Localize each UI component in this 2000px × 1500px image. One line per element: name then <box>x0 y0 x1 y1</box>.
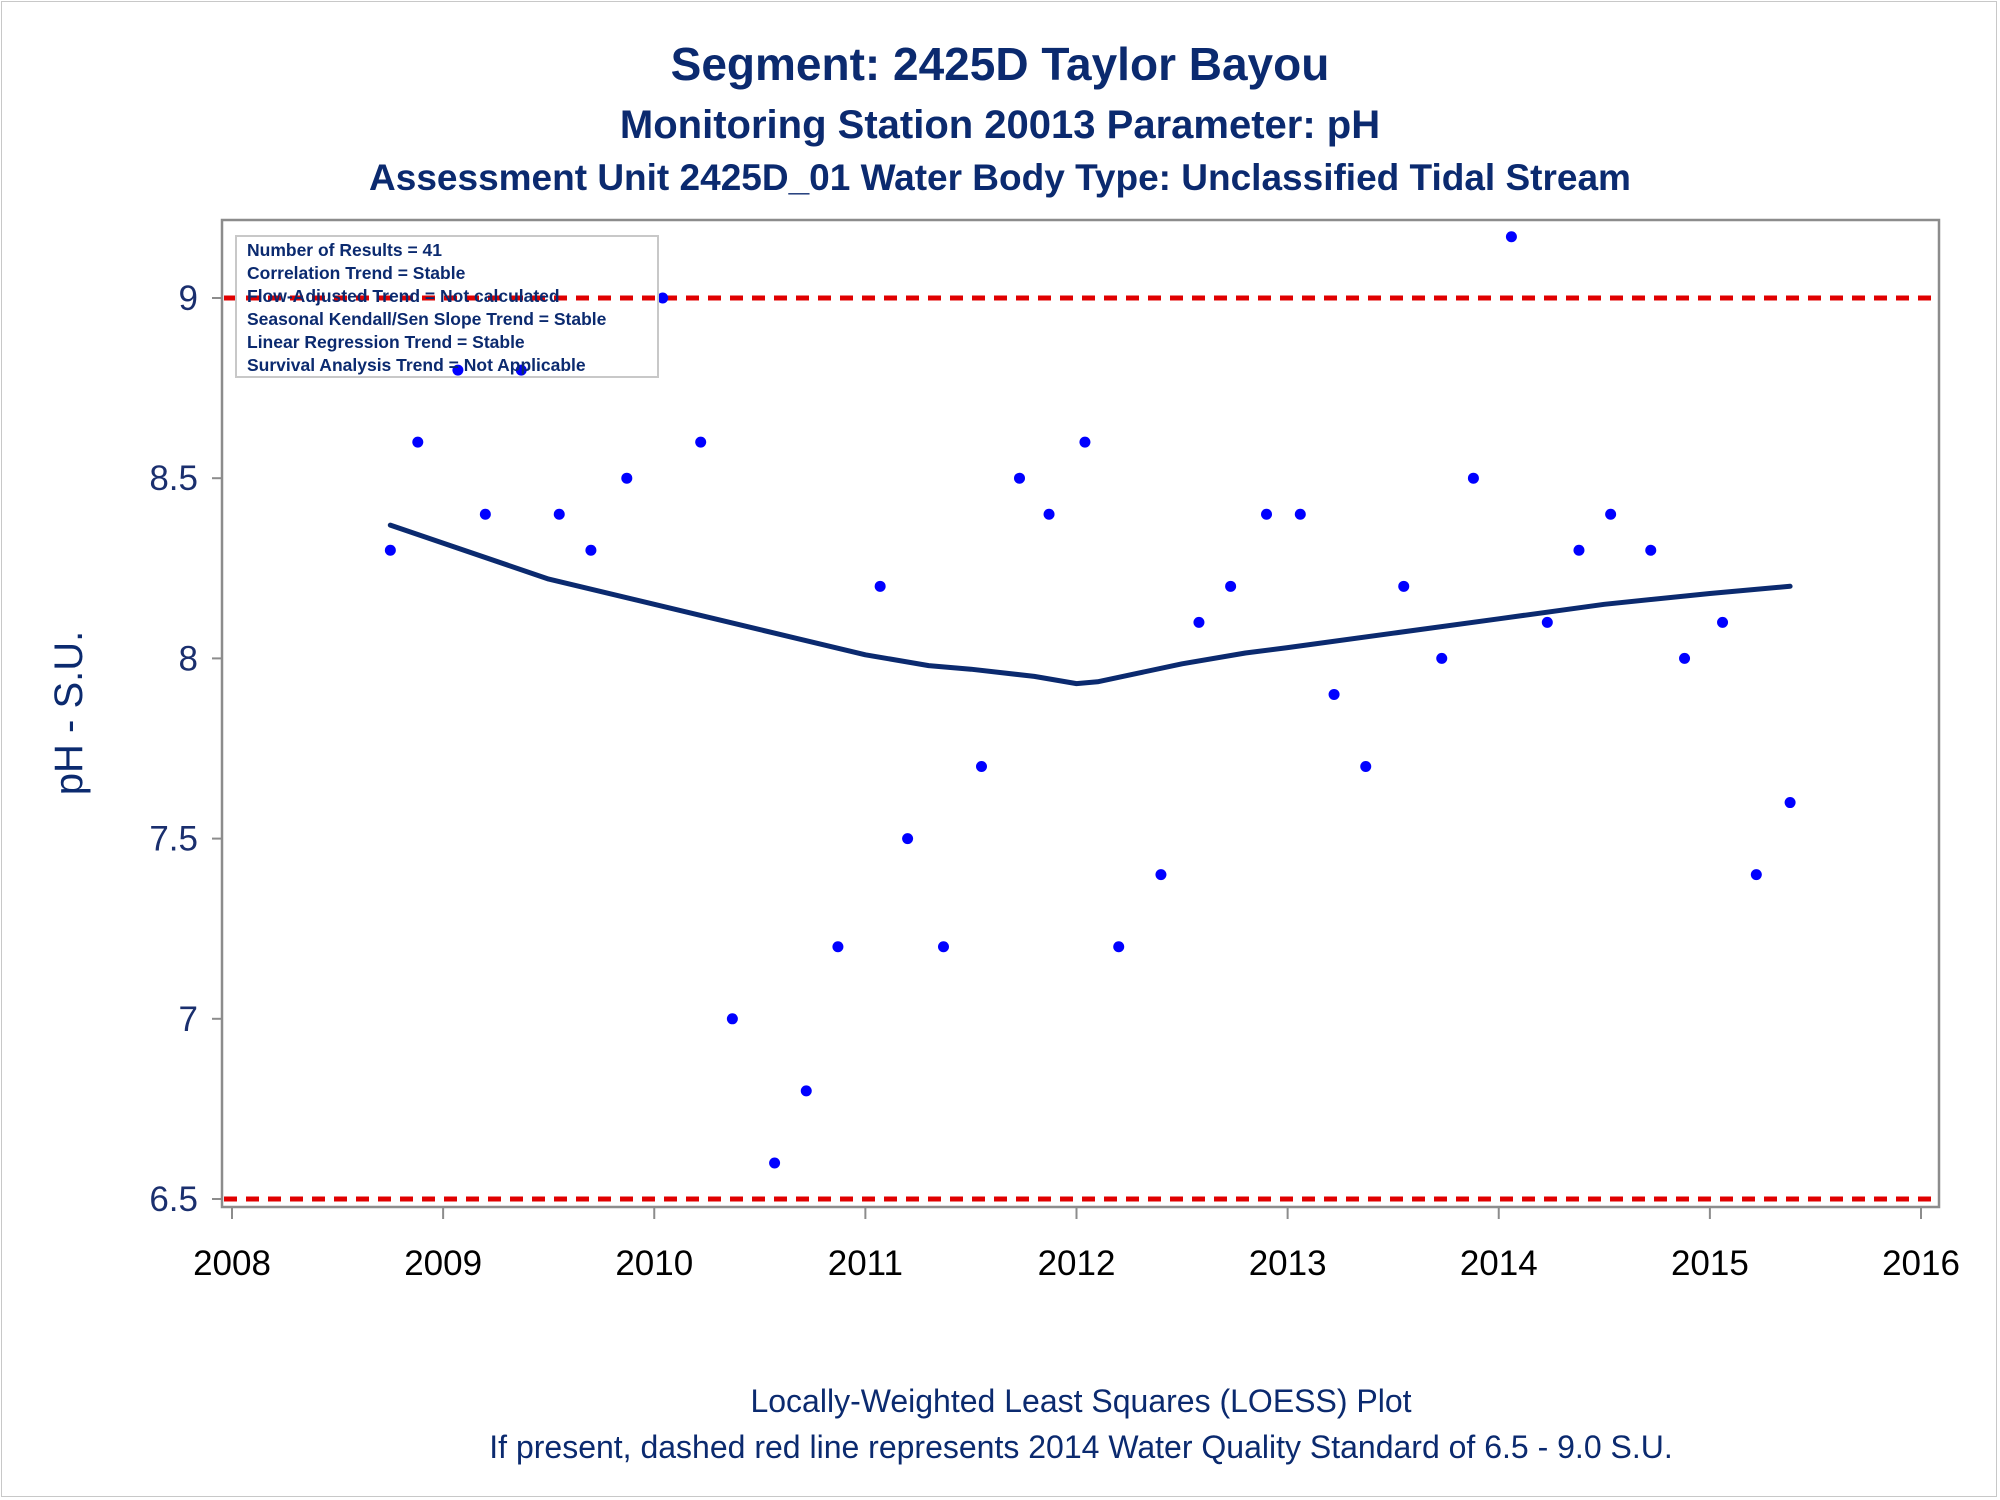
y-tick-label: 8 <box>179 639 198 678</box>
y-axis-label: pH - S.U. <box>47 631 91 795</box>
x-tick-label: 2008 <box>193 1244 271 1283</box>
data-point <box>1436 652 1448 664</box>
data-point <box>695 436 707 448</box>
data-point <box>1467 472 1479 484</box>
x-axis: 2008 2009 2010 2011 2012 2013 2014 2015 2016 <box>193 1207 1960 1283</box>
y-axis: 6.5 7 7.5 8 8.5 9 <box>149 279 222 1219</box>
data-point <box>1155 869 1167 881</box>
data-point <box>1717 616 1729 628</box>
data-point <box>1679 652 1691 664</box>
data-point <box>1645 544 1657 556</box>
data-point <box>1261 508 1273 520</box>
stats-box-border <box>235 235 659 378</box>
stats-flow-adjusted-trend: Flow-Adjusted Trend = Not calculated <box>247 286 560 306</box>
stats-legend-box: Number of Results = 41 Correlation Trend… <box>235 235 659 378</box>
data-point <box>1113 941 1125 953</box>
data-point <box>1360 761 1372 773</box>
stats-survival-analysis-trend: Survival Analysis Trend = Not Applicable <box>247 355 586 375</box>
x-tick-label: 2014 <box>1460 1244 1538 1283</box>
data-point <box>384 544 396 556</box>
chart-title: Segment: 2425D Taylor Bayou <box>671 38 1330 90</box>
y-tick-label: 6.5 <box>149 1180 198 1219</box>
chart-subtitle: Monitoring Station 20013 Parameter: pH <box>620 103 1380 147</box>
data-point <box>902 833 914 845</box>
data-point <box>1013 472 1025 484</box>
y-tick-label: 8.5 <box>149 459 198 498</box>
data-point <box>1750 869 1762 881</box>
data-point <box>452 364 464 376</box>
data-point <box>515 364 527 376</box>
x-tick-label: 2013 <box>1249 1244 1327 1283</box>
stats-correlation-trend: Correlation Trend = Stable <box>247 263 466 283</box>
y-tick-label: 7 <box>179 1000 198 1039</box>
data-point <box>1505 231 1517 243</box>
x-tick-label: 2015 <box>1671 1244 1749 1283</box>
y-tick-label: 7.5 <box>149 820 198 859</box>
x-tick-label: 2009 <box>404 1244 482 1283</box>
stats-linear-regression-trend: Linear Regression Trend = Stable <box>247 332 525 352</box>
data-point <box>1605 508 1617 520</box>
data-point <box>975 761 987 773</box>
chart-subtitle-2: Assessment Unit 2425D_01 Water Body Type… <box>369 157 1631 198</box>
data-point <box>937 941 949 953</box>
data-point <box>874 580 886 592</box>
x-tick-label: 2011 <box>828 1244 903 1283</box>
footnote-standard: If present, dashed red line represents 2… <box>489 1429 1672 1465</box>
data-point <box>1541 616 1553 628</box>
data-point <box>412 436 424 448</box>
data-point <box>479 508 491 520</box>
data-point <box>832 941 844 953</box>
data-point <box>726 1013 738 1025</box>
plot-area <box>220 218 1941 1209</box>
x-tick-label: 2010 <box>615 1244 693 1283</box>
data-point <box>1225 580 1237 592</box>
stats-number-of-results: Number of Results = 41 <box>247 240 442 260</box>
loess-curve-layer <box>387 522 1793 687</box>
data-point <box>657 292 669 304</box>
data-point <box>1573 544 1585 556</box>
loess-curve <box>387 522 1793 687</box>
y-tick-label: 9 <box>179 279 198 318</box>
data-point <box>1193 616 1205 628</box>
data-point <box>553 508 565 520</box>
x-tick-label: 2016 <box>1882 1244 1960 1283</box>
data-point <box>1398 580 1410 592</box>
data-point <box>585 544 597 556</box>
x-tick-label: 2012 <box>1038 1244 1116 1283</box>
data-point <box>769 1157 781 1169</box>
data-point <box>1294 508 1306 520</box>
data-point <box>1043 508 1055 520</box>
data-point <box>1784 797 1796 809</box>
footnote-method: Locally-Weighted Least Squares (LOESS) P… <box>750 1383 1411 1419</box>
data-point <box>1079 436 1091 448</box>
stats-seasonal-kendall-trend: Seasonal Kendall/Sen Slope Trend = Stabl… <box>247 309 607 329</box>
data-point <box>800 1085 812 1097</box>
data-point <box>1328 688 1340 700</box>
data-points-layer <box>384 231 1796 1169</box>
data-point <box>621 472 633 484</box>
